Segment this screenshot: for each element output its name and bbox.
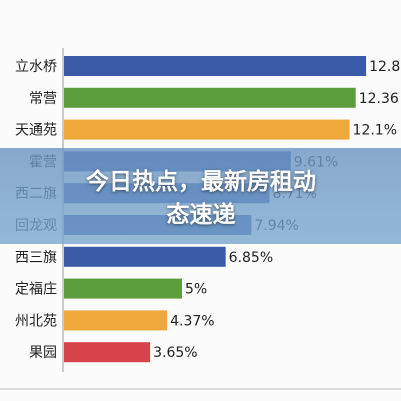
value-label: 12.36 xyxy=(359,91,399,107)
category-label: 西三旗 xyxy=(15,250,57,266)
bar xyxy=(64,310,168,331)
value-label: 12.1% xyxy=(353,123,397,139)
value-label: 6.85% xyxy=(229,250,273,266)
category-label: 州北苑 xyxy=(15,313,57,329)
value-label: 4.37% xyxy=(170,313,214,329)
bar xyxy=(64,342,151,363)
category-label: 定福庄 xyxy=(15,281,57,298)
category-label: 立水桥 xyxy=(15,59,57,75)
category-label: 果园 xyxy=(29,345,57,361)
value-label: 3.65% xyxy=(153,345,197,361)
headline: 今日热点，最新房租动态速递 xyxy=(86,169,316,228)
bar xyxy=(64,278,182,299)
value-label: 5% xyxy=(185,282,207,298)
title-banner xyxy=(0,148,401,244)
category-label: 天通苑 xyxy=(15,123,57,139)
value-label: 12.8 xyxy=(369,59,400,75)
bar xyxy=(64,56,367,76)
bar xyxy=(64,87,356,108)
bar xyxy=(64,119,350,140)
bar xyxy=(64,246,226,267)
category-label: 常营 xyxy=(29,91,57,107)
